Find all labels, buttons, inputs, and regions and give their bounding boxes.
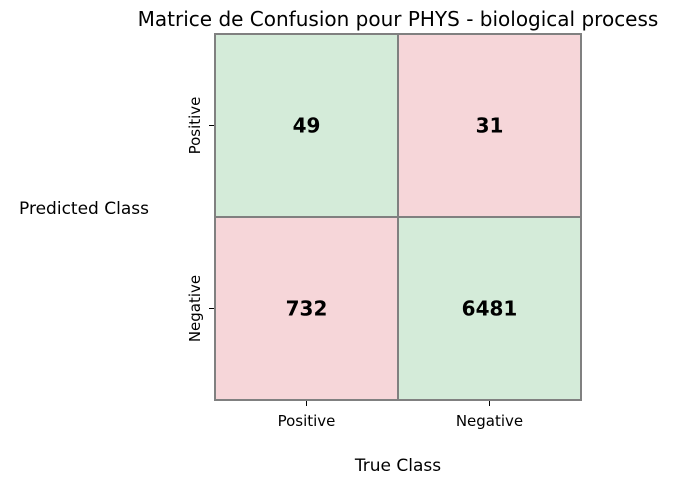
y-axis-label: Predicted Class (19, 199, 149, 219)
y-tick-label: Positive (186, 97, 204, 155)
heatmap-ticks: Positive Negative Positive Negative (186, 97, 523, 430)
x-tick-label: Positive (278, 412, 336, 430)
heatmap-cell (214, 216, 399, 401)
cell-value-label: 6481 (462, 297, 518, 321)
heatmap-cell (397, 33, 582, 218)
cell-value-label: 49 (293, 114, 321, 138)
heatmap-cells: 49 31 732 6481 (214, 33, 582, 401)
cell-value-label: 31 (476, 114, 504, 138)
x-axis-label: True Class (354, 456, 441, 476)
heatmap-cell (397, 216, 582, 401)
y-tick-label: Negative (186, 275, 204, 342)
x-tick-label: Negative (456, 412, 523, 430)
heatmap-border (214, 33, 582, 401)
chart-title: Matrice de Confusion pour PHYS - biologi… (138, 7, 659, 31)
heatmap-cell (214, 33, 399, 218)
cell-value-label: 732 (286, 297, 328, 321)
